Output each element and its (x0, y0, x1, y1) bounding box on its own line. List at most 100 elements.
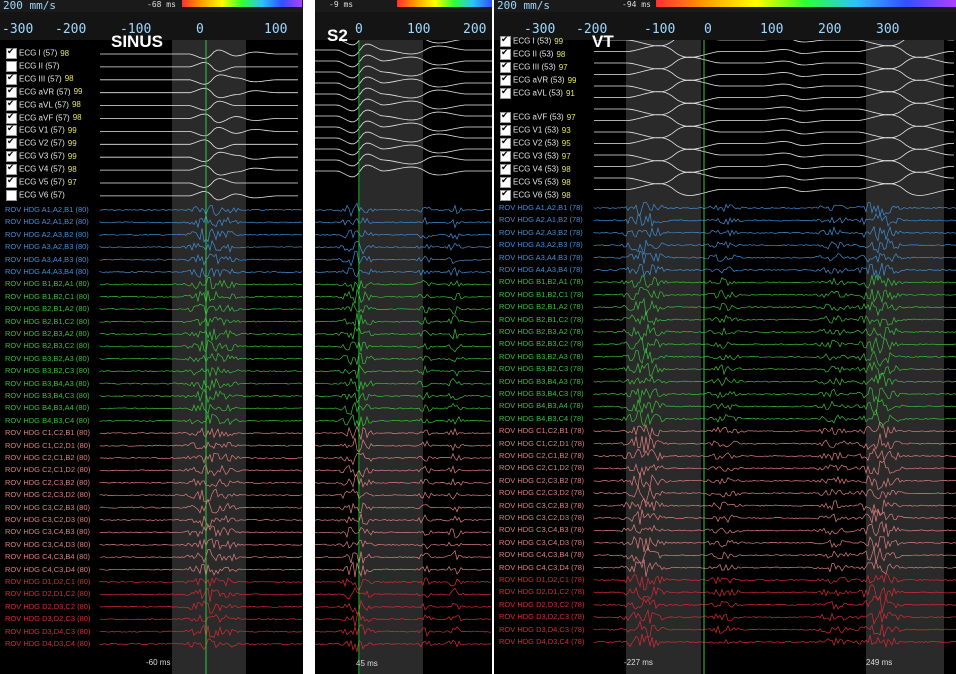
channel-label[interactable]: ROV HDG B2,B1,C2 (80) (5, 316, 90, 326)
channel-label[interactable]: ROV HDG B2,B1,A2 (80) (5, 304, 90, 314)
channel-label[interactable]: ROV HDG C1,C2,B1 (78) (499, 426, 585, 436)
channel-label[interactable]: ROV HDG B2,B1,A2 (78) (499, 302, 584, 312)
sinus-time-ruler[interactable]: -300 -200 -100 0 100 (0, 12, 303, 40)
channel-label[interactable]: ROV HDG A1,A2,B1 (80) (5, 205, 89, 214)
ecg-lead-checkbox[interactable] (6, 46, 17, 59)
channel-label[interactable]: ROV HDG C1,C2,D1 (80) (5, 440, 91, 450)
channel-label[interactable]: ROV HDG C3,C4,D3 (80) (5, 539, 91, 549)
channel-label[interactable]: ROV HDG D2,D3,C2 (80) (5, 601, 91, 611)
ecg-lead-checkbox[interactable] (500, 47, 511, 60)
channel-label[interactable]: ROV HDG D4,D3,C4 (78) (499, 637, 585, 646)
ecg-lead-checkbox[interactable] (500, 86, 511, 99)
ecg-lead-checkbox[interactable] (6, 136, 17, 150)
ecg-lead-checkbox[interactable] (500, 175, 511, 188)
channel-label[interactable]: ROV HDG B3,B2,C3 (80) (5, 366, 90, 376)
ecg-lead-checkbox[interactable] (500, 123, 511, 136)
channel-label[interactable]: ROV HDG D2,D3,C2 (78) (499, 599, 585, 609)
channel-label[interactable]: ROV HDG B1,B2,A1 (80) (5, 279, 90, 289)
channel-label[interactable]: ROV HDG A3,A2,B3 (78) (499, 240, 583, 250)
channel-label[interactable]: ROV HDG B4,B3,A4 (78) (499, 401, 584, 411)
channel-label[interactable]: ROV HDG C4,C3,B4 (80) (5, 552, 91, 562)
channel-label[interactable]: ROV HDG A4,A3,B4 (78) (499, 265, 583, 274)
ecg-lead-checkbox[interactable] (500, 162, 511, 175)
channel-label[interactable]: ROV HDG B2,B1,C2 (78) (499, 314, 584, 324)
ecg-lead-checkbox[interactable] (6, 60, 17, 72)
ecg-lead-checkbox[interactable] (6, 98, 17, 111)
sweep-speed[interactable]: 200 mm/s (3, 0, 56, 12)
channel-label[interactable]: ROV HDG B1,B2,C1 (78) (499, 289, 584, 299)
channel-label[interactable]: ROV HDG C3,C2,B3 (80) (5, 502, 91, 512)
channel-label[interactable]: ROV HDG A2,A3,B2 (80) (5, 229, 89, 239)
channel-label[interactable]: ROV HDG D1,D2,C1 (80) (5, 577, 91, 586)
sweep-speed[interactable]: 200 mm/s (497, 0, 550, 12)
channel-label[interactable]: ROV HDG A1,A2,B1 (78) (499, 203, 583, 212)
channel-label[interactable]: ROV HDG B2,B3,C2 (80) (5, 341, 90, 351)
channel-label[interactable]: ROV HDG D3,D2,C3 (78) (499, 612, 585, 622)
vt-time-window-2[interactable] (866, 0, 944, 674)
channel-label[interactable]: ROV HDG A2,A3,B2 (78) (499, 227, 583, 237)
channel-label[interactable]: ROV HDG C1,C2,B1 (80) (5, 428, 91, 438)
channel-label[interactable]: ROV HDG C1,C2,D1 (78) (499, 438, 585, 448)
channel-label[interactable]: ROV HDG C2,C3,D2 (80) (5, 490, 91, 500)
channel-label[interactable]: ROV HDG C3,C4,B3 (78) (499, 525, 585, 535)
channel-label[interactable]: ROV HDG C4,C3,D4 (78) (499, 562, 585, 572)
channel-label[interactable]: ROV HDG C2,C1,D2 (78) (499, 463, 585, 473)
channel-label[interactable]: ROV HDG B4,B3,C4 (80) (5, 415, 90, 425)
s2-time-window[interactable] (360, 0, 423, 674)
ecg-lead-checkbox[interactable] (500, 188, 511, 201)
channel-label[interactable]: ROV HDG D2,D1,C2 (80) (5, 589, 91, 599)
ecg-lead-checkbox[interactable] (6, 175, 17, 188)
channel-label[interactable]: ROV HDG C3,C2,D3 (80) (5, 515, 91, 524)
channel-label[interactable]: ROV HDG D3,D4,C3 (80) (5, 626, 91, 636)
channel-label[interactable]: ROV HDG D2,D1,C2 (78) (499, 587, 585, 597)
s2-time-ruler[interactable]: 0 100 200 (315, 12, 492, 40)
channel-label[interactable]: ROV HDG D1,D2,C1 (78) (499, 575, 585, 584)
channel-label[interactable]: ROV HDG A3,A4,B3 (78) (499, 252, 583, 262)
ecg-lead-checkbox[interactable] (500, 136, 511, 149)
vt-time-ruler[interactable]: -300 -200 -100 0 100 200 300 (494, 12, 956, 40)
channel-label[interactable]: ROV HDG B4,B3,A4 (80) (5, 403, 90, 413)
ecg-lead-checkbox[interactable] (6, 189, 17, 201)
ecg-lead-checkbox[interactable] (500, 73, 511, 86)
ecg-lead-checkbox[interactable] (6, 72, 17, 85)
channel-label[interactable]: ROV HDG D3,D4,C3 (78) (499, 624, 585, 634)
channel-label[interactable]: ROV HDG B2,B3,A2 (78) (499, 327, 584, 336)
channel-label[interactable]: ROV HDG D4,D3,C4 (80) (5, 639, 91, 648)
channel-label[interactable]: ROV HDG B3,B4,C3 (80) (5, 391, 90, 400)
channel-label[interactable]: ROV HDG B2,B3,A2 (80) (5, 329, 90, 338)
channel-label[interactable]: ROV HDG B2,B3,C2 (78) (499, 339, 584, 349)
channel-label[interactable]: ROV HDG C2,C3,B2 (78) (499, 475, 585, 485)
channel-label[interactable]: ROV HDG B3,B2,C3 (78) (499, 364, 584, 374)
sinus-time-window[interactable] (172, 0, 246, 674)
channel-label[interactable]: ROV HDG A3,A2,B3 (80) (5, 242, 89, 252)
channel-label[interactable]: ROV HDG A2,A1,B2 (78) (499, 215, 583, 225)
channel-label[interactable]: ROV HDG C3,C2,D3 (78) (499, 513, 585, 522)
channel-label[interactable]: ROV HDG B3,B2,A3 (78) (499, 351, 584, 361)
ecg-lead-checkbox[interactable] (6, 111, 17, 124)
channel-label[interactable]: ROV HDG A2,A1,B2 (80) (5, 217, 89, 227)
ecg-lead-checkbox[interactable] (500, 34, 511, 47)
channel-label[interactable]: ROV HDG B3,B4,C3 (78) (499, 389, 584, 398)
channel-label[interactable]: ROV HDG B3,B4,A3 (78) (499, 376, 584, 386)
channel-label[interactable]: ROV HDG B1,B2,A1 (78) (499, 277, 584, 287)
channel-label[interactable]: ROV HDG C2,C3,D2 (78) (499, 488, 585, 498)
ecg-lead-checkbox[interactable] (500, 110, 511, 123)
channel-label[interactable]: ROV HDG C3,C4,D3 (78) (499, 537, 585, 547)
ecg-lead-checkbox[interactable] (6, 123, 17, 137)
ecg-lead-checkbox[interactable] (6, 85, 17, 98)
vt-time-window-1[interactable] (626, 0, 701, 674)
channel-label[interactable]: ROV HDG C2,C1,B2 (78) (499, 451, 585, 460)
channel-label[interactable]: ROV HDG A3,A4,B3 (80) (5, 254, 89, 264)
channel-label[interactable]: ROV HDG C2,C1,B2 (80) (5, 453, 91, 462)
channel-label[interactable]: ROV HDG B3,B2,A3 (80) (5, 353, 90, 363)
channel-label[interactable]: ROV HDG B3,B4,A3 (80) (5, 378, 90, 388)
channel-label[interactable]: ROV HDG C3,C2,B3 (78) (499, 500, 585, 510)
ecg-lead-checkbox[interactable] (500, 60, 511, 73)
ecg-lead-checkbox[interactable] (500, 149, 511, 162)
ecg-lead-checkbox[interactable] (6, 162, 17, 176)
channel-label[interactable]: ROV HDG B4,B3,C4 (78) (499, 413, 584, 423)
channel-label[interactable]: ROV HDG C4,C3,B4 (78) (499, 550, 585, 560)
channel-label[interactable]: ROV HDG C2,C1,D2 (80) (5, 465, 91, 475)
channel-label[interactable]: ROV HDG C3,C4,B3 (80) (5, 527, 91, 537)
ecg-lead-checkbox[interactable] (6, 149, 17, 163)
